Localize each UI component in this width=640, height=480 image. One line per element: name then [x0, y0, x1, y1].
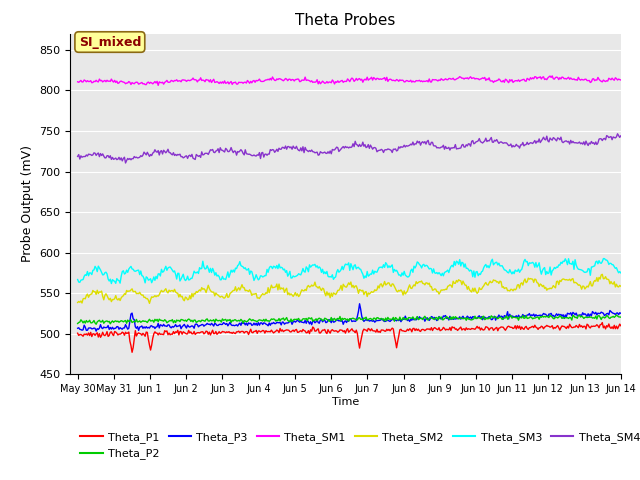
- Theta_P1: [333, 328, 340, 334]
- Theta_P1: [520, 326, 528, 332]
- Line: Theta_SM3: Theta_SM3: [77, 259, 621, 284]
- Theta_P3: [336, 318, 344, 324]
- Theta_SM3: [398, 270, 406, 276]
- Theta_SM4: [369, 146, 376, 152]
- Theta_SM3: [600, 256, 607, 262]
- Text: SI_mixed: SI_mixed: [79, 36, 141, 48]
- Theta_SM1: [398, 77, 406, 83]
- Theta_P1: [606, 324, 614, 330]
- Theta_SM3: [336, 268, 344, 274]
- Theta_SM2: [520, 278, 528, 284]
- Theta_P3: [399, 316, 407, 322]
- Theta_SM4: [617, 133, 625, 139]
- Theta_SM2: [598, 271, 606, 277]
- Theta_P2: [336, 313, 344, 319]
- X-axis label: Time: Time: [332, 397, 359, 407]
- Theta_SM3: [74, 276, 81, 282]
- Line: Theta_SM2: Theta_SM2: [77, 274, 621, 303]
- Theta_P2: [74, 321, 81, 326]
- Theta_SM4: [520, 143, 528, 149]
- Line: Theta_P1: Theta_P1: [77, 323, 621, 352]
- Theta_P3: [521, 312, 529, 318]
- Theta_P2: [398, 317, 406, 323]
- Theta_SM2: [606, 281, 614, 287]
- Theta_SM4: [122, 160, 129, 166]
- Theta_SM1: [336, 79, 344, 84]
- Theta_P1: [128, 349, 136, 355]
- Theta_P3: [92, 328, 100, 334]
- Theta_SM4: [333, 144, 340, 150]
- Theta_P1: [74, 330, 81, 336]
- Theta_SM1: [154, 83, 162, 88]
- Theta_P2: [617, 314, 625, 320]
- Theta_SM1: [333, 80, 340, 85]
- Theta_SM4: [398, 144, 406, 150]
- Theta_SM2: [74, 300, 81, 305]
- Theta_SM3: [520, 258, 528, 264]
- Theta_SM3: [606, 260, 614, 266]
- Theta_SM2: [398, 288, 406, 294]
- Theta_SM2: [336, 286, 344, 291]
- Line: Theta_SM4: Theta_SM4: [77, 134, 621, 163]
- Line: Theta_P3: Theta_P3: [77, 304, 621, 331]
- Theta_P1: [336, 327, 344, 333]
- Theta_SM1: [520, 76, 528, 82]
- Legend: Theta_P1, Theta_P2, Theta_P3, Theta_SM1, Theta_SM2, Theta_SM3, Theta_SM4: Theta_P1, Theta_P2, Theta_P3, Theta_SM1,…: [76, 428, 640, 464]
- Theta_P3: [370, 318, 378, 324]
- Theta_SM2: [369, 289, 376, 295]
- Theta_P2: [369, 317, 376, 323]
- Theta_P2: [520, 315, 528, 321]
- Line: Theta_P2: Theta_P2: [77, 315, 621, 324]
- Theta_SM2: [617, 283, 625, 289]
- Theta_SM1: [606, 76, 614, 82]
- Theta_P2: [605, 315, 612, 321]
- Theta_SM1: [74, 79, 81, 84]
- Theta_SM1: [548, 73, 556, 79]
- Theta_P2: [333, 316, 340, 322]
- Theta_SM1: [369, 77, 376, 83]
- Theta_SM3: [108, 281, 115, 287]
- Theta_SM4: [74, 154, 81, 159]
- Theta_P1: [617, 323, 625, 329]
- Theta_P1: [398, 328, 406, 334]
- Theta_P2: [612, 312, 620, 318]
- Title: Theta Probes: Theta Probes: [296, 13, 396, 28]
- Theta_P3: [74, 325, 81, 331]
- Theta_P1: [369, 328, 376, 334]
- Theta_P1: [598, 320, 606, 325]
- Y-axis label: Probe Output (mV): Probe Output (mV): [21, 145, 34, 263]
- Line: Theta_SM1: Theta_SM1: [77, 76, 621, 85]
- Theta_P3: [356, 301, 364, 307]
- Theta_SM3: [333, 269, 340, 275]
- Theta_SM4: [605, 135, 612, 141]
- Theta_SM3: [369, 267, 376, 273]
- Theta_SM3: [617, 270, 625, 276]
- Theta_P2: [92, 322, 100, 327]
- Theta_P3: [606, 308, 614, 313]
- Theta_SM2: [333, 290, 340, 296]
- Theta_P3: [333, 317, 340, 323]
- Theta_SM4: [614, 131, 621, 137]
- Theta_SM4: [336, 147, 344, 153]
- Theta_SM2: [146, 300, 154, 306]
- Theta_SM1: [617, 77, 625, 83]
- Theta_P3: [617, 311, 625, 316]
